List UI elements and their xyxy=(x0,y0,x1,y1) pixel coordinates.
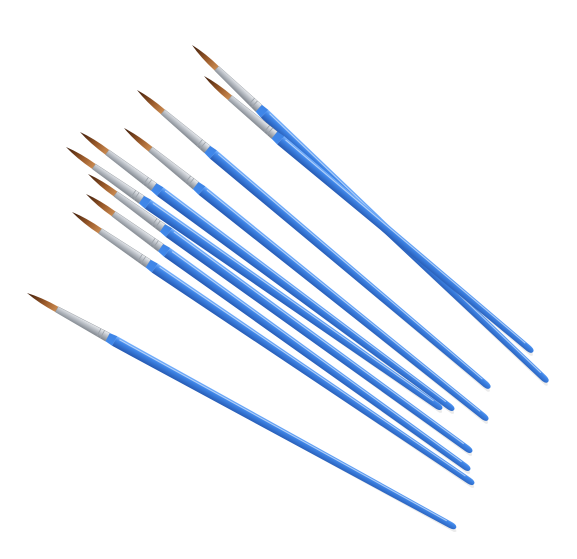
bristle-tip xyxy=(124,128,153,152)
metal-ferrule xyxy=(98,228,152,268)
metal-ferrule xyxy=(148,146,199,190)
bristle-tip xyxy=(86,194,116,217)
bristle-tip xyxy=(192,45,219,71)
paintbrush xyxy=(27,293,457,533)
bristle-tip xyxy=(80,132,110,155)
blue-handle xyxy=(277,136,534,353)
blue-handle xyxy=(209,150,491,389)
blue-handle xyxy=(112,336,457,530)
paintbrush xyxy=(72,212,475,488)
paintbrush xyxy=(124,128,489,424)
paintbrush xyxy=(86,194,471,474)
metal-ferrule xyxy=(227,95,278,139)
metal-ferrule xyxy=(55,306,111,342)
bristle-tip xyxy=(204,76,232,101)
bristle-tip xyxy=(88,174,118,197)
bristle-tip xyxy=(66,147,96,169)
metal-ferrule xyxy=(91,163,145,204)
metal-ferrule xyxy=(214,65,263,112)
paintbrush xyxy=(204,76,534,356)
paintbrush xyxy=(88,174,473,456)
paintbrush xyxy=(80,132,455,414)
bristle-tip xyxy=(137,90,165,115)
paintbrush xyxy=(137,90,491,392)
paintbrush xyxy=(66,147,443,413)
blue-handle xyxy=(165,228,473,454)
metal-ferrule xyxy=(111,211,164,252)
bristle-tip xyxy=(27,293,59,312)
blue-handle xyxy=(198,186,489,421)
blue-handle xyxy=(157,187,455,411)
blue-handle xyxy=(144,199,443,411)
bristle-tip xyxy=(72,212,102,234)
blue-handle xyxy=(151,263,475,486)
metal-ferrule xyxy=(160,109,211,154)
blue-handle xyxy=(164,247,471,472)
